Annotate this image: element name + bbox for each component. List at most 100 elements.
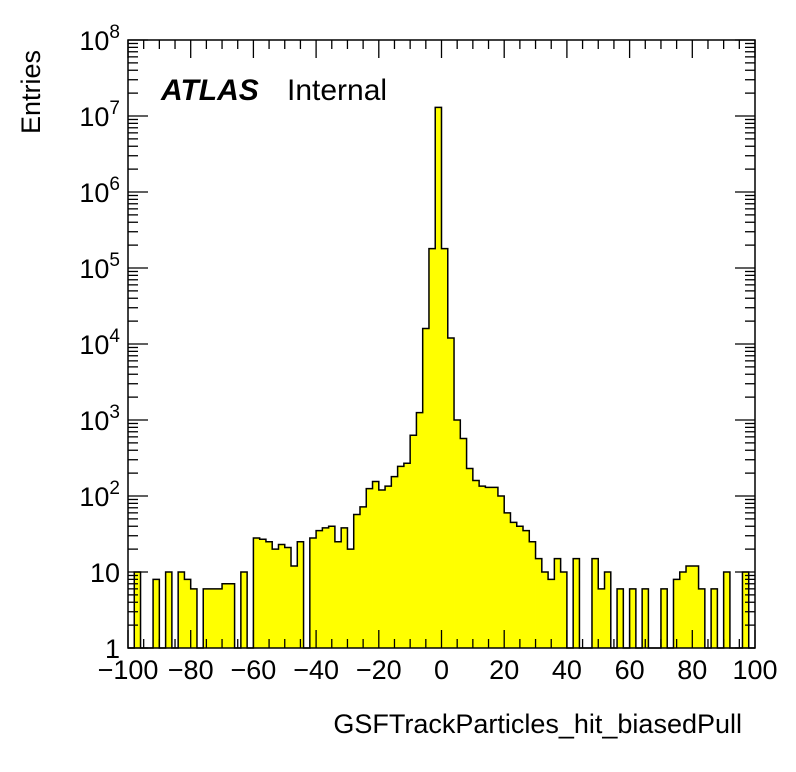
histogram-bar <box>698 588 706 648</box>
histogram-bar <box>554 558 562 648</box>
histogram-bar <box>560 572 568 648</box>
y-tick-label: 10 <box>90 558 120 588</box>
histogram-bar <box>422 328 430 648</box>
histogram-bar <box>184 579 192 648</box>
histogram-bar <box>165 572 173 648</box>
x-tick-label: 80 <box>677 655 707 685</box>
x-tick-label: 0 <box>434 655 449 685</box>
histogram-bar <box>692 565 699 648</box>
histogram-bar <box>485 487 493 648</box>
histogram-bar <box>541 572 549 648</box>
histogram-bar <box>629 588 637 648</box>
histogram-bar <box>573 558 580 648</box>
histogram-bar <box>529 541 536 648</box>
histogram-bar <box>209 588 217 648</box>
atlas-label: ATLAS <box>160 74 259 107</box>
y-tick-label: 104 <box>79 326 120 360</box>
y-axis-title: Entries <box>16 50 46 134</box>
x-axis-title: GSFTrackParticles_hit_biasedPull <box>333 709 742 739</box>
histogram-bar <box>178 572 185 648</box>
histogram-bar <box>272 549 279 648</box>
histogram-bar <box>378 489 386 648</box>
histogram-bar <box>454 420 461 648</box>
histogram-bar <box>297 541 304 648</box>
histogram-bar <box>660 588 668 648</box>
histogram-bar <box>291 565 298 648</box>
x-tick-label: 40 <box>552 655 582 685</box>
y-tick-label: 108 <box>79 22 120 56</box>
histogram-bar <box>366 488 373 648</box>
histogram-bar <box>510 522 518 648</box>
x-tick-label: −100 <box>98 655 159 685</box>
histogram-bar <box>347 549 355 648</box>
plot-frame <box>127 39 756 649</box>
histogram-bar <box>504 512 511 648</box>
histogram-bar <box>278 544 286 648</box>
y-tick-label: 1 <box>105 634 120 664</box>
y-tick-labels: 1 10 102 103 104 105 106 107 108 <box>79 22 120 664</box>
histogram-bar <box>153 579 160 648</box>
histogram-bar <box>265 541 273 648</box>
histogram-bar <box>322 527 330 648</box>
histogram-bar <box>491 487 499 648</box>
x-tick-labels: −100 −80 −60 −40 −20 0 20 40 60 80 100 <box>98 655 778 685</box>
histogram-bar <box>328 526 336 648</box>
y-tick-label: 106 <box>79 174 120 208</box>
histogram-bar <box>479 486 486 648</box>
histogram-bar <box>222 583 229 648</box>
histogram-bar <box>466 468 474 648</box>
histogram-bar <box>341 527 348 648</box>
histogram-bar <box>711 588 718 648</box>
histogram-bar <box>679 572 687 648</box>
x-tick-label: −80 <box>168 655 214 685</box>
histogram-bar <box>460 438 467 648</box>
histogram-outline <box>128 106 755 649</box>
y-tick-label: 102 <box>79 478 120 512</box>
histogram-bar <box>359 506 367 648</box>
histogram-bar <box>535 558 543 648</box>
x-tick-label: −20 <box>356 655 402 685</box>
histogram-bar <box>228 583 235 648</box>
histogram-bar <box>591 558 599 648</box>
x-tick-label: 60 <box>615 655 645 685</box>
histogram-bar <box>416 412 424 648</box>
histogram-bar <box>316 530 323 648</box>
x-tick-label: −60 <box>230 655 276 685</box>
histogram-bar <box>742 572 750 648</box>
histogram-bar <box>472 480 480 648</box>
histogram-bar <box>516 526 524 648</box>
histogram-bar <box>435 107 442 648</box>
histogram-bars <box>128 106 755 649</box>
histogram-bar <box>284 547 292 648</box>
internal-label: Internal <box>287 74 387 107</box>
y-tick-label: 105 <box>79 250 120 284</box>
x-tick-label: −40 <box>293 655 339 685</box>
histogram-bar <box>397 466 405 648</box>
histogram-bar <box>497 496 505 648</box>
x-tick-label: 100 <box>732 655 777 685</box>
histogram-bar <box>353 514 361 648</box>
histogram-bar <box>428 248 436 648</box>
histogram-bar <box>686 565 693 648</box>
histogram-bar <box>447 337 455 648</box>
histogram-bar <box>617 588 624 648</box>
histogram-bar <box>134 572 141 648</box>
histogram-bar <box>410 435 417 648</box>
histogram-bar <box>598 588 605 648</box>
histogram-bar <box>215 588 223 648</box>
histogram-bar <box>309 538 317 648</box>
histogram-bar <box>441 248 449 648</box>
histogram-bar <box>642 588 649 648</box>
y-tick-label: 103 <box>79 402 120 436</box>
histogram-bar <box>385 486 392 648</box>
histogram-bar <box>259 539 267 648</box>
histogram-bar <box>403 463 411 648</box>
x-tick-label: 20 <box>489 655 519 685</box>
histogram-bar <box>203 588 210 648</box>
histogram-bar <box>523 530 530 648</box>
histogram-bar <box>673 579 681 648</box>
histogram-bar <box>604 572 612 648</box>
histogram-bar <box>548 579 555 648</box>
histogram-bar <box>334 541 342 648</box>
